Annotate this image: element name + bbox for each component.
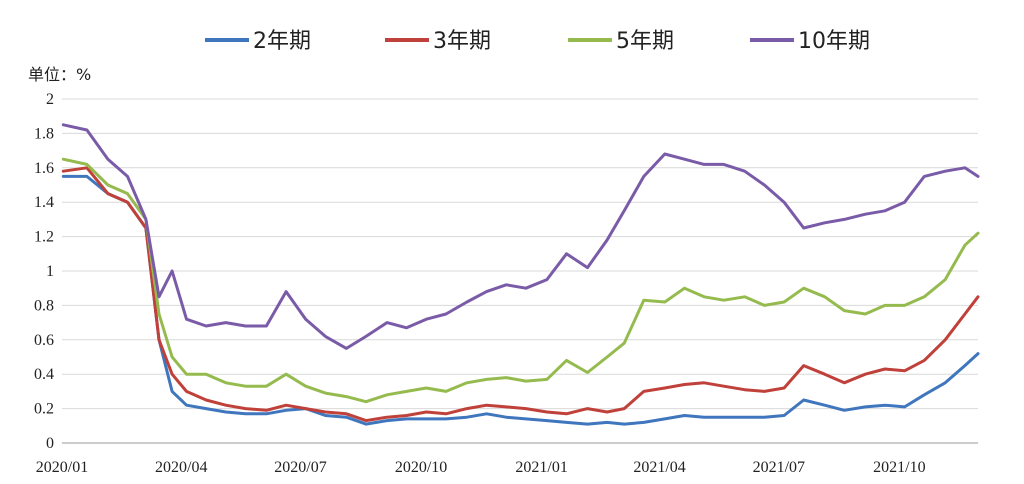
legend-label: 10年期 bbox=[798, 29, 870, 54]
x-tick-label: 2021/01 bbox=[515, 459, 567, 476]
y-axis-ticks: 0 0.2 0.4 0.6 0.8 1 1.2 1.4 1.6 1.8 2 bbox=[34, 91, 54, 452]
y-tick-label: 1.8 bbox=[34, 125, 54, 142]
x-tick-label: 2021/04 bbox=[633, 459, 685, 476]
legend-label: 2年期 bbox=[253, 29, 311, 54]
x-tick-label: 2020/01 bbox=[36, 459, 88, 476]
y-tick-label: 0 bbox=[46, 435, 54, 452]
series-line-5年期 bbox=[61, 157, 980, 404]
series-line-2年期 bbox=[61, 174, 980, 426]
y-tick-label: 0.6 bbox=[34, 332, 54, 349]
series-line-10年期 bbox=[61, 123, 980, 350]
y-tick-label: 1.2 bbox=[34, 229, 54, 246]
x-tick-label: 2020/10 bbox=[395, 459, 447, 476]
chart-legend: 2年期 3年期 5年期 10年期 bbox=[205, 29, 870, 54]
chart-series bbox=[61, 123, 980, 426]
y-tick-label: 0.2 bbox=[34, 401, 54, 418]
x-tick-label: 2020/04 bbox=[155, 459, 207, 476]
chart-gridlines bbox=[62, 98, 978, 444]
y-tick-label: 1.4 bbox=[34, 194, 54, 211]
x-tick-label: 2021/10 bbox=[873, 459, 925, 476]
legend-label: 3年期 bbox=[433, 29, 491, 54]
y-tick-label: 1.6 bbox=[34, 160, 54, 177]
y-tick-label: 1 bbox=[46, 263, 54, 280]
y-tick-label: 2 bbox=[46, 91, 54, 108]
x-tick-label: 2021/07 bbox=[753, 459, 805, 476]
x-tick-label: 2020/07 bbox=[274, 459, 326, 476]
legend-label: 5年期 bbox=[616, 29, 674, 54]
y-tick-label: 0.8 bbox=[34, 297, 54, 314]
x-axis-ticks: 2020/01 2020/04 2020/07 2020/10 2021/01 2021/… bbox=[36, 459, 926, 476]
y-tick-label: 0.4 bbox=[34, 366, 54, 383]
y-axis-unit-label: 单位：% bbox=[28, 65, 91, 84]
series-line-3年期 bbox=[61, 166, 980, 423]
